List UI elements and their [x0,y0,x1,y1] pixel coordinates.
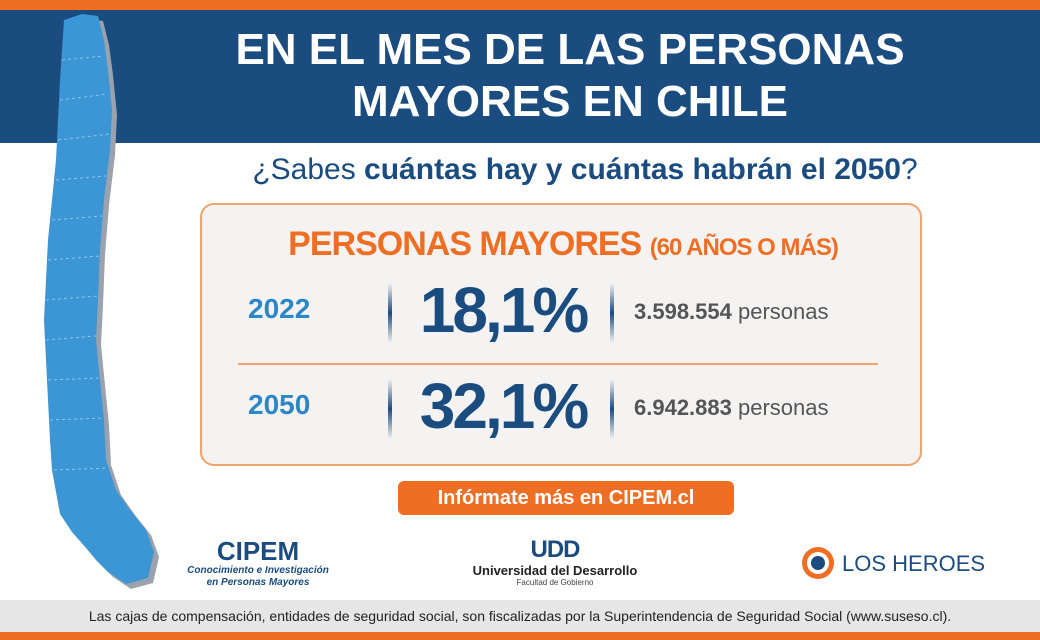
header-banner: EN EL MES DE LAS PERSONAS MAYORES EN CHI… [0,10,1040,143]
row-count-number: 6.942.883 [634,395,732,420]
los-heroes-logo: LOS HEROES [800,545,1000,581]
stats-row-2050: 2050 32,1% 6.942.883 personas [202,370,924,451]
card-title-main: PERSONAS MAYORES [288,225,642,263]
row-percent: 18,1% [419,274,589,346]
row-divider [238,363,878,365]
cta-button[interactable]: Infórmate más en CIPEM.cl [398,481,734,515]
udd-faculty: Facultad de Gobierno [516,578,594,587]
top-accent-strip [0,0,1040,10]
subtitle-question: ¿Sabes cuántas hay y cuántas habrán el 2… [160,152,1010,188]
los-heroes-logo-icon [802,547,834,579]
stats-card: PERSONAS MAYORES (60 AÑOS O MÁS) 2022 18… [200,203,922,466]
row-count: 3.598.554 personas [634,299,829,325]
footer-disclaimer: Las cajas de compensación, entidades de … [0,600,1040,632]
row-separator [388,379,392,439]
cipem-name: CIPEM [216,536,300,566]
subtitle-bold: cuántas hay y cuántas habrán el 2050 [364,153,901,186]
subtitle-prefix: ¿Sabes [252,153,365,186]
row-count-unit: personas [738,395,829,420]
udd-name: Universidad del Desarrollo [472,563,638,578]
title-line-1: EN EL MES DE LAS PERSONAS [235,25,905,74]
subtitle-suffix: ? [900,153,918,186]
row-year: 2022 [248,293,311,324]
cipem-tagline-2: en Personas Mayores [206,577,310,588]
row-separator [610,379,614,439]
page-title: EN EL MES DE LAS PERSONAS MAYORES EN CHI… [140,24,1000,128]
stats-row-2022: 2022 18,1% 3.598.554 personas [202,274,924,355]
row-count-unit: personas [738,299,829,324]
row-percent: 32,1% [419,370,589,442]
chile-map-icon [44,14,159,589]
row-count: 6.942.883 personas [634,395,829,421]
udd-logo: UDD Universidad del Desarrollo Facultad … [470,537,640,588]
title-line-2: MAYORES EN CHILE [351,77,788,126]
udd-mark: UDD [530,536,581,563]
row-year: 2050 [248,389,311,420]
bottom-accent-strip [0,632,1040,640]
card-title: PERSONAS MAYORES (60 AÑOS O MÁS) [202,225,924,264]
card-title-sub: (60 AÑOS O MÁS) [649,234,839,261]
row-separator [610,283,614,343]
row-count-number: 3.598.554 [634,299,732,324]
los-heroes-name: LOS HEROES [842,551,986,576]
cipem-tagline-1: Conocimiento e Investigación [187,565,329,576]
row-separator [388,283,392,343]
cipem-logo: CIPEM Conocimiento e Investigación en Pe… [178,537,338,589]
